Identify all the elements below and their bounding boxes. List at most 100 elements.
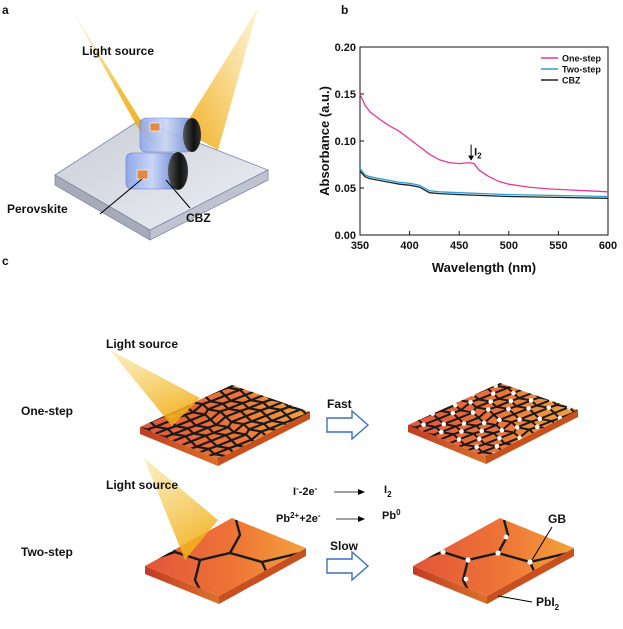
series-line-cbz bbox=[359, 170, 609, 199]
pbi2-dot bbox=[441, 421, 447, 427]
grain-boundary bbox=[431, 412, 504, 453]
pbi2-dot bbox=[488, 399, 494, 404]
pbi2-dot bbox=[470, 410, 476, 415]
grain-boundary bbox=[454, 404, 526, 444]
series-line-two-step bbox=[359, 167, 609, 198]
light-source-label-a: Light source bbox=[82, 44, 154, 58]
pbi2-dot bbox=[493, 383, 498, 388]
pbi2-dot bbox=[526, 406, 531, 411]
x-axis-label: Wavelength (nm) bbox=[432, 260, 536, 275]
light-beam-c2 bbox=[144, 458, 218, 560]
panel-a-letter: a bbox=[2, 3, 9, 17]
gb-label: GB bbox=[548, 512, 566, 526]
legend-entry: CBZ bbox=[562, 76, 581, 86]
pbi2-dot bbox=[459, 429, 464, 434]
pbi2-dot bbox=[479, 428, 484, 434]
y-tick-label: 0.00 bbox=[335, 230, 356, 242]
series-line-one-step bbox=[359, 93, 609, 193]
pbi2-dot bbox=[494, 443, 500, 449]
pbi2-dot bbox=[481, 420, 487, 426]
annotation-i2: I2 bbox=[474, 147, 482, 161]
pbi2-dot bbox=[511, 372, 516, 377]
pbi2-dot bbox=[470, 391, 476, 397]
pbi2-dot bbox=[546, 405, 552, 411]
grain-boundary bbox=[458, 399, 536, 436]
slow-label: Slow bbox=[330, 539, 359, 553]
reaction1-arrowhead-icon bbox=[358, 489, 365, 495]
pbi2-dot bbox=[531, 390, 536, 395]
pbi2-dot bbox=[513, 383, 519, 388]
film-one-step-before bbox=[140, 385, 310, 466]
pbi2-dot bbox=[438, 429, 444, 435]
perovskite-label: Perovskite bbox=[7, 202, 68, 216]
pbi2-dot bbox=[468, 399, 473, 405]
pbi2-dot bbox=[452, 402, 458, 408]
reaction-2-reactant: Pb2++2e- bbox=[276, 511, 321, 525]
grain-boundary bbox=[172, 411, 250, 449]
grain-boundary bbox=[190, 400, 268, 438]
light-beam-c1 bbox=[110, 350, 200, 426]
cbz-label: CBZ bbox=[186, 211, 211, 225]
grain-boundary bbox=[440, 409, 518, 447]
pbi2-dot bbox=[508, 398, 514, 404]
film-one-step-after bbox=[401, 372, 587, 464]
pbi2-dot bbox=[506, 406, 511, 412]
reaction-2-product: Pb0 bbox=[382, 508, 401, 522]
pbi2-dot bbox=[401, 423, 406, 428]
pbi2-dot bbox=[577, 415, 578, 420]
y-tick-label: 0.15 bbox=[335, 89, 356, 101]
grain-boundary bbox=[486, 387, 559, 427]
pbi2-dot bbox=[474, 444, 480, 450]
pbi2-dot bbox=[546, 387, 552, 392]
legend-entry: Two-step bbox=[562, 65, 601, 75]
pbi2-dot bbox=[511, 390, 516, 396]
y-axis-label: Absorbance (a.u.) bbox=[317, 86, 332, 196]
pbi2-dot bbox=[528, 383, 534, 385]
panel-b-letter: b bbox=[341, 3, 348, 17]
grain-boundary bbox=[204, 395, 282, 432]
x-tick-label: 350 bbox=[351, 240, 369, 252]
pbi2-dot bbox=[548, 397, 554, 403]
x-tick-label: 600 bbox=[599, 240, 617, 252]
absorbance-chart: 350 400 450 500 550 600 0.000.050.100.150.20 … bbox=[317, 42, 617, 275]
reaction2-arrowhead-icon bbox=[358, 516, 365, 522]
x-tick-label: 400 bbox=[400, 240, 418, 252]
pbi2-dot bbox=[461, 421, 467, 426]
fast-arrow-icon bbox=[326, 409, 370, 441]
pbi2-dot bbox=[528, 398, 534, 403]
pbi2-dot bbox=[485, 407, 491, 412]
pbi2-dot bbox=[476, 436, 482, 442]
pbi2-dot bbox=[456, 437, 462, 442]
light-source-label-c2: Light source bbox=[106, 478, 178, 492]
film-two-step-after bbox=[413, 518, 574, 604]
grain-boundary bbox=[417, 418, 495, 456]
grain-boundary bbox=[218, 389, 291, 430]
pbi2-dot bbox=[490, 391, 496, 396]
film-two-step-before bbox=[145, 518, 306, 604]
pbi2-dot bbox=[450, 410, 456, 416]
grain-boundary bbox=[472, 393, 550, 430]
pbi2-dot bbox=[566, 404, 572, 410]
schematic-a bbox=[54, 8, 269, 241]
x-tick-label: 500 bbox=[500, 240, 518, 252]
grain-boundary bbox=[186, 406, 258, 446]
grain-boundary bbox=[227, 386, 305, 424]
pbi2-dot bbox=[582, 402, 587, 407]
grain-boundary bbox=[149, 420, 227, 458]
pbi2-dot bbox=[534, 424, 540, 430]
pbi2-dot bbox=[517, 435, 522, 441]
pbi2-dot bbox=[421, 422, 426, 427]
two-step-row-label: Two-step bbox=[21, 545, 73, 559]
pbi2-dot bbox=[430, 411, 435, 416]
pbi2-dot bbox=[497, 417, 502, 423]
y-tick-label: 0.05 bbox=[335, 183, 356, 195]
y-tick-label: 0.10 bbox=[335, 136, 356, 148]
pbi2-dot bbox=[514, 425, 520, 430]
x-tick-label: 550 bbox=[549, 240, 567, 252]
reaction-1-reactant: I--2e- bbox=[293, 484, 318, 498]
grain-boundary bbox=[495, 384, 573, 422]
pbi2-dot bbox=[537, 416, 543, 422]
pbi2-dot bbox=[517, 417, 522, 422]
